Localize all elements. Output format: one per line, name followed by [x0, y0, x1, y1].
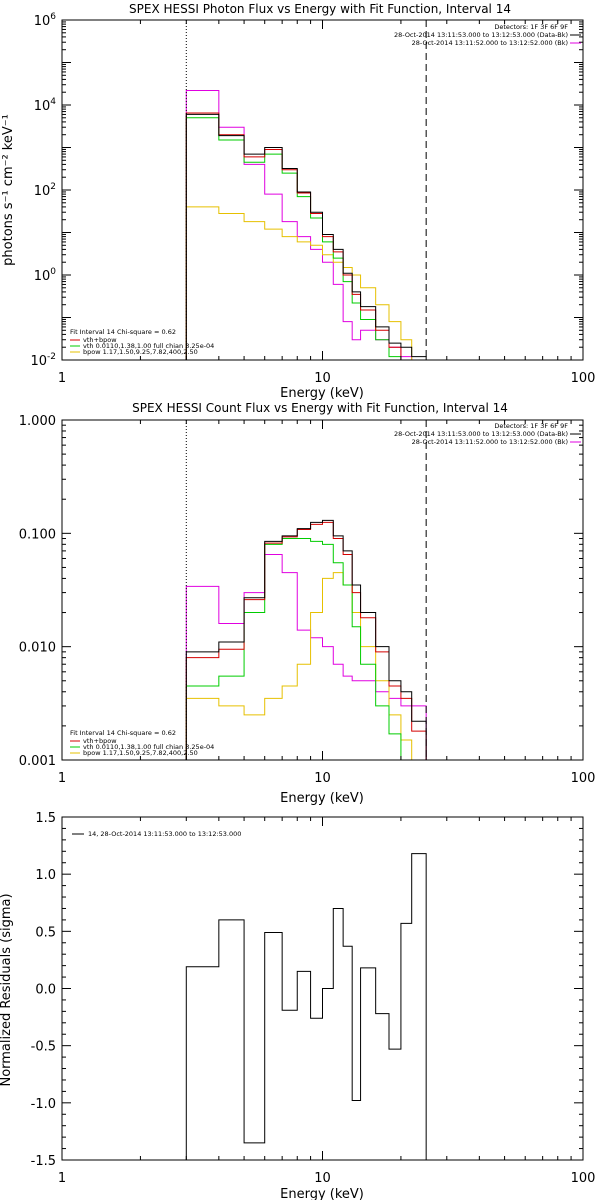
y-tick-label: -1.0 [31, 1097, 56, 1112]
count-flux-legend-bpow: bpow 1.17,1.50,9.25,7.82,400,2.50 [83, 749, 198, 757]
count-flux-legend-data-interval: 28-Oct-2014 13:11:53.000 to 13:12:53.000… [394, 430, 568, 438]
y-tick-label: 1.000 [19, 414, 56, 429]
y-tick-label: -1.5 [31, 1154, 56, 1169]
y-tick-label: 0.5 [35, 925, 56, 940]
photon-flux-legend-bpow: bpow 1.17,1.50,9.25,7.82,400,2.50 [83, 348, 198, 356]
photon-flux-panel: SPEX HESSI Photon Flux vs Energy with Fi… [1, 2, 595, 401]
count-flux-xlabel: Energy (keV) [280, 791, 364, 806]
series-total_fit-step-line [185, 112, 427, 361]
y-tick-label: 0.010 [19, 641, 56, 656]
count-flux-vlines [185, 420, 427, 760]
photon-flux-legend-data-interval: 28-Oct-2014 13:11:53.000 to 13:12:53.000… [394, 31, 568, 39]
x-tick-label: 10 [314, 771, 331, 786]
photon-flux-legend-detectors: Detectors: 1F 3F 6F 9F [494, 23, 568, 31]
count-flux-legend-total: vth+bpow [83, 737, 117, 745]
x-tick-label: 100 [571, 371, 596, 386]
x-tick-label: 1 [58, 771, 66, 786]
count-flux-legend-vth: vth 0.0110,1.38,1.00 full chian 3.25e-04 [83, 743, 214, 751]
x-tick-label: 10 [314, 371, 331, 386]
residuals-ylabel: Normalized Residuals (sigma) [0, 893, 14, 1086]
series-data-step-line [185, 519, 427, 760]
y-tick-label: -0.5 [31, 1040, 56, 1055]
photon-flux-vlines [185, 20, 427, 360]
photon-flux-ylabel: photons s⁻¹ cm⁻² keV⁻¹ [1, 114, 16, 266]
photon-flux-series [185, 89, 427, 361]
series-bpow-step-line [185, 572, 427, 761]
series-vth-step-line [185, 117, 427, 361]
count-flux-legend-bottom-left: Fit Interval 14 Chi-square = 0.62 vth+bp… [70, 729, 214, 757]
photon-flux-legend-total: vth+bpow [83, 336, 117, 344]
residuals-panel: 1 10 100 -1.5 -1.0 -0.5 0.0 0.5 1.0 1.5 Energy (k… [0, 811, 595, 1200]
x-tick-label: 100 [571, 1171, 596, 1186]
series-data-step-line [185, 113, 427, 360]
count-flux-series [185, 519, 427, 761]
residuals-legend-label: 14, 28-Oct-2014 13:11:53.000 to 13:12:53… [88, 830, 241, 838]
residuals-ticks: 1 10 100 -1.5 -1.0 -0.5 0.0 0.5 1.0 1.5 [31, 811, 596, 1186]
series-data-step-line [185, 853, 427, 1160]
count-flux-fit-header: Fit Interval 14 Chi-square = 0.62 [70, 729, 176, 737]
photon-flux-xlabel: Energy (keV) [280, 386, 364, 401]
photon-flux-legend-bk-interval: 28-Oct-2014 13:11:52.000 to 13:12:52.000… [412, 39, 568, 47]
residuals-xlabel: Energy (keV) [280, 1187, 364, 1200]
x-tick-label: 10 [314, 1171, 331, 1186]
y-tick-label: 0.100 [19, 527, 56, 542]
x-tick-label: 1 [58, 371, 66, 386]
count-flux-legend-detectors: Detectors: 1F 3F 6F 9F [494, 422, 568, 430]
count-flux-ticks: 1 10 100 0.001 0.010 0.100 1.000 [19, 414, 596, 786]
y-tick-label: 0.001 [19, 754, 56, 769]
count-flux-title: SPEX HESSI Count Flux vs Energy with Fit… [132, 401, 508, 415]
y-tick-label: 1.0 [35, 868, 56, 883]
residuals-series [185, 853, 427, 1160]
count-flux-legend-top-right: Detectors: 1F 3F 6F 9F 28-Oct-2014 13:11… [394, 422, 581, 446]
count-flux-legend-bk-interval: 28-Oct-2014 13:11:52.000 to 13:12:52.000… [412, 438, 568, 446]
photon-flux-legend-top-right: Detectors: 1F 3F 6F 9F 28-Oct-2014 13:11… [394, 23, 581, 47]
x-tick-label: 100 [571, 771, 596, 786]
photon-flux-legend-bottom-left: Fit Interval 14 Chi-square = 0.62 vth+bp… [70, 328, 214, 356]
y-tick-label: 1.5 [35, 811, 56, 826]
residuals-legend: 14, 28-Oct-2014 13:11:53.000 to 13:12:53… [72, 830, 241, 838]
photon-flux-legend-vth: vth 0.0110,1.38,1.00 full chian 3.25e-04 [83, 342, 214, 350]
y-tick-label: 0.0 [35, 983, 56, 998]
photon-flux-title: SPEX HESSI Photon Flux vs Energy with Fi… [129, 2, 511, 16]
x-tick-label: 1 [58, 1171, 66, 1186]
photon-flux-fit-header: Fit Interval 14 Chi-square = 0.62 [70, 328, 176, 336]
count-flux-panel: SPEX HESSI Count Flux vs Energy with Fit… [19, 401, 596, 806]
